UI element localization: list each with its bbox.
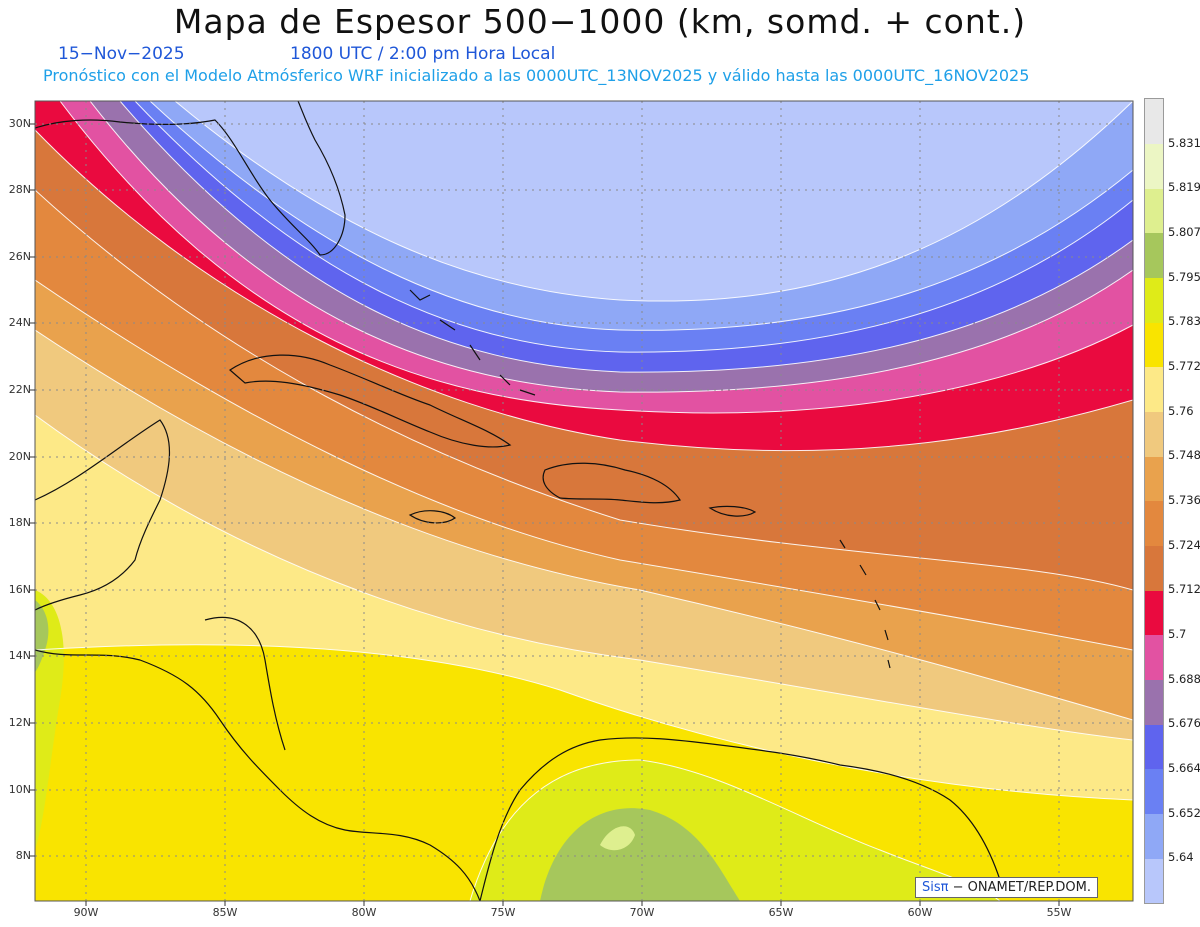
forecast-date: 15−Nov−2025 <box>58 44 185 64</box>
colorbar-level-label: 5.831 <box>1168 135 1200 150</box>
colorbar-segment <box>1145 545 1163 591</box>
lat-label: 22N <box>8 383 31 396</box>
colorbar-segment <box>1145 322 1163 368</box>
lat-label: 18N <box>8 516 31 529</box>
colorbar-level-label: 5.783 <box>1168 314 1200 329</box>
lon-label: 55W <box>1046 906 1072 919</box>
credit-badge: Sisπ − ONAMET/REP.DOM. <box>915 877 1099 898</box>
colorbar-segment <box>1145 679 1163 725</box>
colorbar-segment <box>1145 635 1163 680</box>
lat-label: 26N <box>8 250 31 263</box>
colorbar-segment <box>1145 724 1163 770</box>
lat-label: 20N <box>8 450 31 463</box>
colorbar-segment <box>1145 99 1163 144</box>
colorbar-segment <box>1145 411 1163 457</box>
lon-label: 80W <box>351 906 377 919</box>
lat-label: 30N <box>8 117 31 130</box>
brand-logo: Sisπ <box>922 880 949 895</box>
colorbar-segment <box>1145 769 1163 814</box>
lat-label: 8N <box>15 849 31 862</box>
colorbar-level-label: 5.795 <box>1168 269 1200 284</box>
model-description: Pronóstico con el Modelo Atmósferico WRF… <box>43 66 1030 85</box>
colorbar-level-label: 5.664 <box>1168 761 1200 775</box>
lon-label: 65W <box>768 906 794 919</box>
colorbar-segment <box>1145 188 1163 234</box>
colorbar-level-label: 5.807 <box>1168 225 1200 239</box>
colorbar-segment <box>1145 813 1163 859</box>
lat-label: 16N <box>8 583 31 596</box>
colorbar-level-label: 5.7 <box>1168 627 1187 641</box>
colorbar-level-label: 5.676 <box>1168 716 1200 731</box>
colorbar-level-label: 5.652 <box>1168 805 1200 820</box>
colorbar-segment <box>1145 501 1163 546</box>
lat-label: 14N <box>8 649 31 662</box>
colorbar-segment <box>1145 590 1163 636</box>
colorbar-level-label: 5.724 <box>1168 537 1200 552</box>
colorbar-level-label: 5.748 <box>1168 448 1200 463</box>
colorbar-segment <box>1145 367 1163 412</box>
forecast-time: 1800 UTC / 2:00 pm Hora Local <box>290 44 556 64</box>
colorbar-level-label: 5.712 <box>1168 582 1200 597</box>
colorbar-level-label: 5.819 <box>1168 180 1200 195</box>
colorbar-segment <box>1145 456 1163 502</box>
lon-label: 60W <box>907 906 933 919</box>
colorbar-segment <box>1145 233 1163 278</box>
credit-text: − ONAMET/REP.DOM. <box>948 880 1092 895</box>
map-title: Mapa de Espesor 500−1000 (km, somd. + co… <box>173 2 1027 41</box>
colorbar-level-label: 5.688 <box>1168 671 1200 686</box>
lat-label: 12N <box>8 716 31 729</box>
colorbar-level-label: 5.64 <box>1168 850 1194 865</box>
colorbar-segment <box>1145 143 1163 189</box>
colorbar <box>1144 98 1164 904</box>
colorbar-level-label: 5.772 <box>1168 359 1200 373</box>
lat-label: 10N <box>8 783 31 796</box>
lat-label: 24N <box>8 316 31 329</box>
lon-label: 85W <box>212 906 238 919</box>
band-14b <box>35 600 49 672</box>
lat-label: 28N <box>8 183 31 196</box>
colorbar-segment <box>1145 858 1163 904</box>
band-14 <box>540 808 740 901</box>
colorbar-level-label: 5.76 <box>1168 403 1194 418</box>
lon-label: 75W <box>490 906 516 919</box>
colorbar-level-label: 5.736 <box>1168 493 1200 507</box>
band-15 <box>600 826 635 851</box>
lon-label: 90W <box>73 906 99 919</box>
colorbar-segment <box>1145 277 1163 323</box>
lon-label: 70W <box>629 906 655 919</box>
